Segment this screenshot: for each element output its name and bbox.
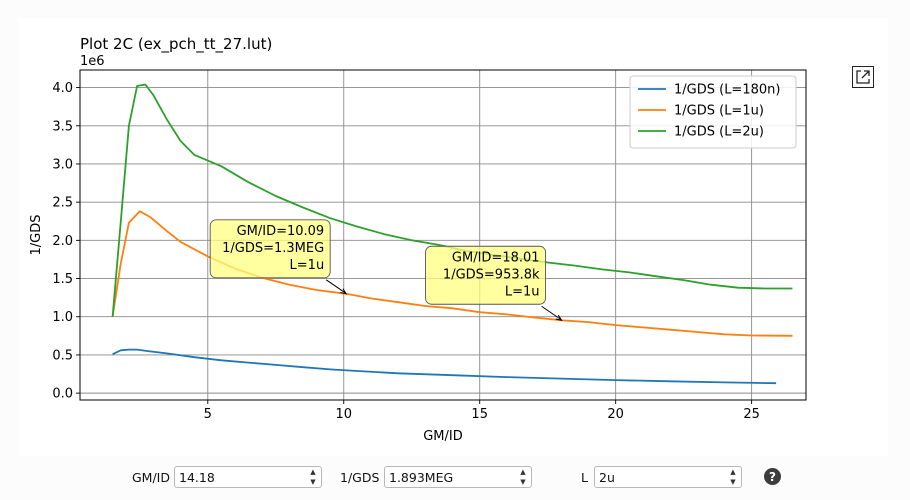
gds-spinbox[interactable]: ▲ ▼ xyxy=(384,466,532,488)
x-tick-label: 5 xyxy=(204,407,212,422)
y-tick-label: 3.5 xyxy=(52,119,73,134)
legend-label-2: 1/GDS (L=1u) xyxy=(674,104,764,119)
annotation-text-2: GM/ID=18.01 xyxy=(452,250,540,265)
chart-title: Plot 2C (ex_pch_tt_27.lut) xyxy=(80,35,272,54)
y-tick-label: 1.5 xyxy=(52,272,73,287)
figure: 5 10 15 20 25 0.0 0.5 1.0 1.5 2.0 2.5 3.0 3.5 4.0 Plot… xyxy=(18,18,888,456)
x-tick-label: 25 xyxy=(743,407,760,422)
x-tick-label: 20 xyxy=(607,407,624,422)
annotation-box-2 xyxy=(425,245,547,305)
annotation-text-2: 1/GDS=953.8k xyxy=(443,267,540,282)
gds-input[interactable] xyxy=(385,467,511,487)
gds-down-arrow-icon[interactable]: ▼ xyxy=(520,478,526,486)
control-bar: GM/ID ▲ ▼ 1/GDS ▲ ▼ L ▲ ▼ ? xyxy=(0,462,910,492)
x-axis-label: GM/ID xyxy=(423,429,463,444)
legend-label-1: 1/GDS (L=180n) xyxy=(674,83,780,98)
x-tick-label: 15 xyxy=(471,407,488,422)
y-axis-label: 1/GDS xyxy=(29,215,44,256)
y-tick-label: 4.0 xyxy=(52,81,73,96)
gmid-label: GM/ID xyxy=(132,470,170,485)
gmid-down-arrow-icon[interactable]: ▼ xyxy=(310,478,316,486)
x-tick-label: 10 xyxy=(335,407,352,422)
gmid-input[interactable] xyxy=(175,467,301,487)
y-tick-label: 0.0 xyxy=(52,387,73,402)
l-label: L xyxy=(581,470,588,485)
annotation-text-1: 1/GDS=1.3MEG xyxy=(222,241,324,256)
legend-box xyxy=(629,75,797,149)
annotation-arrow-1 xyxy=(325,279,346,294)
popout-icon xyxy=(856,70,870,84)
l-input[interactable] xyxy=(595,467,721,487)
y-tick-label: 2.5 xyxy=(52,196,73,211)
annotation-text-1: L=1u xyxy=(290,258,325,273)
gds-stepper[interactable]: ▲ ▼ xyxy=(516,468,530,486)
gmid-up-arrow-icon[interactable]: ▲ xyxy=(310,468,316,476)
l-stepper[interactable]: ▲ ▼ xyxy=(726,468,740,486)
plot: 5 10 15 20 25 0.0 0.5 1.0 1.5 2.0 2.5 3.0 3.5 4.0 Plot… xyxy=(29,35,807,444)
y-tick-label: 2.0 xyxy=(52,234,73,249)
gds-up-arrow-icon[interactable]: ▲ xyxy=(520,468,526,476)
series-line-2 xyxy=(111,210,793,337)
gmid-spinbox[interactable]: ▲ ▼ xyxy=(174,466,322,488)
series-line-3 xyxy=(111,83,793,317)
annotation-text-1: GM/ID=10.09 xyxy=(237,224,325,239)
y-tick-label: 3.0 xyxy=(52,157,73,172)
annotation-arrowhead-2 xyxy=(555,314,563,321)
gds-label: 1/GDS xyxy=(340,470,380,485)
series-line-1 xyxy=(112,348,777,385)
annotation-arrow-2 xyxy=(541,305,561,320)
annotation-box-1 xyxy=(209,219,331,279)
legend-label-3: 1/GDS (L=2u) xyxy=(674,125,764,140)
axes-frame xyxy=(79,69,807,401)
l-up-arrow-icon[interactable]: ▲ xyxy=(730,468,736,476)
y-tick-label: 0.5 xyxy=(52,348,73,363)
gmid-stepper[interactable]: ▲ ▼ xyxy=(306,468,320,486)
help-icon[interactable]: ? xyxy=(764,468,781,485)
annotation-text-2: L=1u xyxy=(505,284,540,299)
l-down-arrow-icon[interactable]: ▼ xyxy=(730,478,736,486)
popout-button[interactable] xyxy=(852,66,874,88)
y-offset-text: 1e6 xyxy=(80,54,105,69)
l-spinbox[interactable]: ▲ ▼ xyxy=(594,466,742,488)
y-tick-label: 1.0 xyxy=(52,310,73,325)
annotation-arrowhead-1 xyxy=(340,288,348,295)
